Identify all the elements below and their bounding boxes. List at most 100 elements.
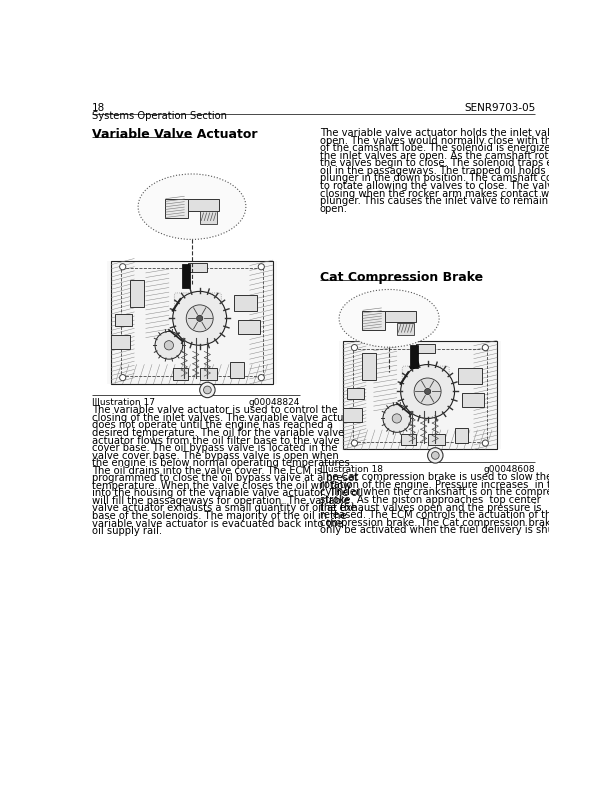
- Text: actuator flows from the oil filter base to the valve: actuator flows from the oil filter base …: [92, 436, 340, 446]
- Bar: [401, 434, 416, 445]
- Text: 18: 18: [92, 103, 105, 112]
- Circle shape: [482, 345, 488, 351]
- Bar: [182, 265, 190, 287]
- Text: plunger. This causes the inlet valve to remain slightly: plunger. This causes the inlet valve to …: [320, 196, 588, 206]
- FancyBboxPatch shape: [174, 293, 222, 329]
- Text: into the housing of the variable valve actuator. The oil: into the housing of the variable valve a…: [92, 489, 363, 498]
- Bar: [455, 428, 468, 443]
- Text: oil supply rail.: oil supply rail.: [92, 526, 162, 536]
- Circle shape: [164, 341, 174, 350]
- Circle shape: [258, 264, 264, 270]
- Text: compression brake. The Cat compression brake can: compression brake. The Cat compression b…: [320, 518, 578, 527]
- Text: temperature. When the valve closes the oil will flow: temperature. When the valve closes the o…: [92, 481, 351, 491]
- Bar: [130, 280, 144, 307]
- Text: the valves begin to close. The solenoid traps engine: the valves begin to close. The solenoid …: [320, 158, 580, 169]
- Bar: [428, 434, 444, 445]
- Bar: [416, 344, 435, 353]
- Circle shape: [119, 375, 126, 381]
- Text: stroke. As the piston approaches  top center: stroke. As the piston approaches top cen…: [320, 495, 540, 505]
- Text: valve cover base. The bypass valve is open when: valve cover base. The bypass valve is op…: [92, 451, 338, 461]
- Text: to rotate allowing the valves to close. The valves stop: to rotate allowing the valves to close. …: [320, 181, 589, 191]
- Text: Variable Valve Actuator: Variable Valve Actuator: [92, 128, 258, 141]
- Text: The oil drains into the valve cover. The ECM is: The oil drains into the valve cover. The…: [92, 466, 322, 476]
- Text: Illustration 17: Illustration 17: [92, 398, 155, 406]
- Text: the inlet valves are open. As the camshaft rotates: the inlet valves are open. As the camsha…: [320, 150, 570, 161]
- Circle shape: [186, 305, 213, 332]
- Text: closing when the rocker arm makes contact with the: closing when the rocker arm makes contac…: [320, 188, 581, 199]
- Bar: [231, 362, 244, 378]
- Bar: [462, 393, 484, 407]
- Circle shape: [204, 386, 211, 394]
- Text: base of the solenoids. The majority of the oil in the: base of the solenoids. The majority of t…: [92, 511, 346, 521]
- Bar: [362, 310, 386, 330]
- Text: cover base. The oil bypass valve is located in the: cover base. The oil bypass valve is loca…: [92, 443, 337, 453]
- Circle shape: [351, 345, 357, 351]
- Text: closing of the inlet valves. The variable valve actuator: closing of the inlet valves. The variabl…: [92, 413, 364, 423]
- Text: only be activated when the fuel delivery is shut off.: only be activated when the fuel delivery…: [320, 525, 577, 535]
- Text: g00048608: g00048608: [483, 465, 536, 474]
- Circle shape: [401, 364, 455, 418]
- Bar: [111, 261, 273, 384]
- Circle shape: [482, 440, 488, 446]
- Circle shape: [428, 447, 443, 463]
- Circle shape: [200, 383, 215, 398]
- Text: of the camshaft lobe. The solenoid is energized when: of the camshaft lobe. The solenoid is en…: [320, 143, 587, 153]
- Circle shape: [383, 405, 411, 432]
- Bar: [115, 314, 132, 326]
- Text: will fill the passageways for operation. The variable: will fill the passageways for operation.…: [92, 496, 349, 506]
- Bar: [238, 320, 259, 333]
- Bar: [362, 353, 376, 380]
- Bar: [200, 368, 217, 380]
- Circle shape: [196, 315, 203, 322]
- Text: plunger in the down position. The camshaft continues: plunger in the down position. The camsha…: [320, 173, 589, 184]
- Circle shape: [425, 388, 431, 394]
- Bar: [343, 341, 497, 449]
- Circle shape: [431, 451, 439, 459]
- Circle shape: [119, 264, 126, 270]
- Bar: [347, 387, 364, 399]
- Text: The variable valve actuator is used to control the: The variable valve actuator is used to c…: [92, 406, 338, 415]
- Bar: [339, 341, 501, 449]
- Text: Systems Operation Section: Systems Operation Section: [92, 111, 227, 121]
- Bar: [111, 335, 130, 349]
- Bar: [188, 199, 219, 211]
- Circle shape: [155, 331, 183, 359]
- Bar: [188, 263, 207, 272]
- Circle shape: [258, 375, 264, 381]
- Bar: [386, 310, 416, 322]
- Text: SENR9703-05: SENR9703-05: [464, 103, 536, 112]
- Circle shape: [173, 291, 226, 345]
- Text: Illustration 18: Illustration 18: [320, 465, 383, 474]
- Text: does not operate until the engine has reached a: does not operate until the engine has re…: [92, 421, 333, 430]
- Text: programmed to close the oil bypass valve at a preset: programmed to close the oil bypass valve…: [92, 474, 358, 483]
- Text: rotation of the engine. Pressure increases  in the: rotation of the engine. Pressure increas…: [320, 480, 563, 490]
- Text: variable valve actuator is evacuated back into the: variable valve actuator is evacuated bac…: [92, 519, 343, 528]
- Text: The Cat compression brake is used to slow the: The Cat compression brake is used to slo…: [320, 472, 552, 482]
- Bar: [458, 368, 482, 384]
- Text: the exhaust valves open and the pressure is: the exhaust valves open and the pressure…: [320, 502, 541, 512]
- Bar: [200, 211, 217, 223]
- Text: the engine is below normal operating temperatures.: the engine is below normal operating tem…: [92, 458, 353, 468]
- Bar: [107, 261, 277, 384]
- Bar: [173, 368, 188, 380]
- Circle shape: [392, 413, 401, 423]
- Text: oil in the passageways. The trapped oil holds the: oil in the passageways. The trapped oil …: [320, 166, 565, 176]
- Text: open.: open.: [320, 204, 348, 214]
- Circle shape: [414, 378, 441, 405]
- Bar: [234, 295, 258, 310]
- Text: valve actuator exhausts a small quantity of oil at the: valve actuator exhausts a small quantity…: [92, 504, 356, 513]
- Text: The variable valve actuator holds the inlet valves: The variable valve actuator holds the in…: [320, 128, 567, 138]
- Text: cylinder when the crankshaft is on the compression: cylinder when the crankshaft is on the c…: [320, 487, 578, 497]
- Ellipse shape: [339, 289, 439, 347]
- Bar: [121, 268, 263, 376]
- Bar: [410, 345, 417, 368]
- Text: open. The valves would normally close with the profile: open. The valves would normally close wi…: [320, 135, 592, 146]
- Text: released. The ECM controls the actuation of the Cat: released. The ECM controls the actuation…: [320, 510, 577, 520]
- Circle shape: [351, 440, 357, 446]
- Text: g00048824: g00048824: [248, 398, 300, 406]
- Bar: [165, 199, 188, 219]
- Bar: [343, 409, 362, 422]
- FancyBboxPatch shape: [402, 366, 449, 402]
- Ellipse shape: [138, 174, 246, 239]
- Text: desired temperature. The oil for the variable valve: desired temperature. The oil for the var…: [92, 428, 344, 438]
